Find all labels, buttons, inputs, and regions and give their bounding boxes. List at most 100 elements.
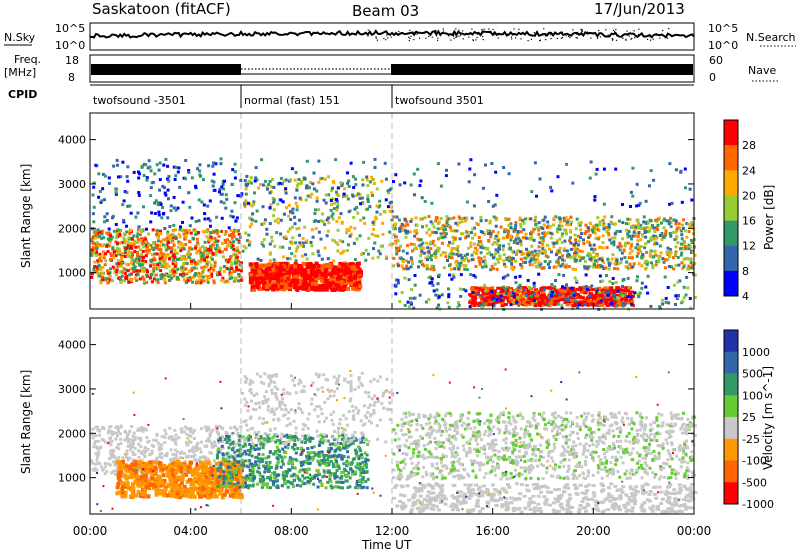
heatmap-cell <box>403 303 407 307</box>
heatmap-cell <box>311 235 315 239</box>
nsearch-dot <box>367 29 369 31</box>
heatmap-cell <box>270 239 274 243</box>
heatmap-cell <box>504 217 508 221</box>
heatmap-cell <box>584 285 588 289</box>
heatmap-cell <box>343 187 347 191</box>
heatmap-cell <box>346 181 350 185</box>
heatmap-cell <box>587 235 591 239</box>
heatmap-cell <box>570 288 575 292</box>
heatmap-cell <box>358 234 362 238</box>
heatmap-cell <box>412 306 416 310</box>
heatmap-cell <box>434 293 438 297</box>
heatmap-cell <box>495 242 499 246</box>
heatmap-cell <box>420 249 424 253</box>
heatmap-cell <box>223 233 227 236</box>
heatmap-cell <box>101 172 105 176</box>
heatmap-cell <box>450 217 454 221</box>
heatmap-cell <box>202 230 206 234</box>
heatmap-cell <box>386 189 390 193</box>
heatmap-cell <box>238 251 241 255</box>
heatmap-cell <box>413 229 417 233</box>
heatmap-cell <box>130 258 134 262</box>
heatmap-cell <box>691 250 695 254</box>
heatmap-cell <box>618 241 622 245</box>
heatmap-cell <box>637 226 640 229</box>
heatmap-cell <box>530 244 534 248</box>
heatmap-cell <box>178 185 182 189</box>
heatmap-cell <box>335 272 340 277</box>
heatmap-cell <box>598 257 602 261</box>
heatmap-cell <box>161 184 165 188</box>
heatmap-cell <box>276 278 281 283</box>
heatmap-cell <box>370 191 374 195</box>
heatmap-cell <box>595 167 599 171</box>
heatmap-cell <box>99 281 103 285</box>
heatmap-cell <box>338 262 343 267</box>
heatmap-cell <box>485 303 490 307</box>
heatmap-cell <box>332 266 337 271</box>
heatmap-cell <box>578 223 582 227</box>
heatmap-cell <box>100 275 104 279</box>
heatmap-cell <box>425 264 429 268</box>
heatmap-cell <box>160 275 164 279</box>
heatmap-cell <box>470 258 474 262</box>
heatmap-cell <box>229 229 233 232</box>
heatmap-cell <box>114 192 118 196</box>
heatmap-cell <box>630 256 634 260</box>
heatmap-cell <box>218 230 221 234</box>
heatmap-cell <box>586 226 590 230</box>
heatmap-cell <box>531 303 535 306</box>
heatmap-cell <box>467 180 471 184</box>
heatmap-cell <box>545 299 550 302</box>
heatmap-cell <box>209 235 213 239</box>
heatmap-cell <box>588 265 592 268</box>
heatmap-cell <box>245 184 249 188</box>
heatmap-cell <box>509 288 513 292</box>
heatmap-cell <box>186 277 190 280</box>
heatmap-cell <box>310 192 314 196</box>
heatmap-cell <box>130 237 134 241</box>
heatmap-cell <box>573 233 577 237</box>
heatmap-cell <box>163 435 167 439</box>
heatmap-cell <box>479 257 483 261</box>
heatmap-cell <box>693 273 697 277</box>
heatmap-cell <box>233 455 237 458</box>
heatmap-cell <box>220 216 224 220</box>
heatmap-cell <box>453 236 457 240</box>
heatmap-cell <box>545 302 549 306</box>
heatmap-cell <box>260 273 265 277</box>
heatmap-cell <box>669 234 673 238</box>
heatmap-cell <box>669 216 673 220</box>
heatmap-cell <box>125 452 129 456</box>
heatmap-cell <box>104 440 108 444</box>
heatmap-cell <box>255 282 260 286</box>
nsearch-dot <box>637 33 640 36</box>
heatmap-cell <box>199 279 203 283</box>
heatmap-cell <box>404 235 408 239</box>
heatmap-cell <box>635 204 639 208</box>
heatmap-cell <box>465 230 468 234</box>
heatmap-cell <box>633 234 637 238</box>
heatmap-cell <box>238 436 241 440</box>
heatmap-cell <box>134 245 138 249</box>
heatmap-cell <box>623 302 627 306</box>
heatmap-cell <box>112 449 116 453</box>
heatmap-cell <box>282 255 286 259</box>
heatmap-cell <box>646 230 650 234</box>
heatmap-cell <box>636 251 640 255</box>
heatmap-cell <box>639 238 643 242</box>
heatmap-cell <box>617 301 622 305</box>
heatmap-cell <box>685 275 689 279</box>
heatmap-cell <box>569 256 573 260</box>
heatmap-cell <box>580 290 584 294</box>
heatmap-cell <box>643 228 647 232</box>
heatmap-cell <box>117 447 121 451</box>
heatmap-cell <box>460 217 464 221</box>
heatmap-cell <box>133 250 137 254</box>
heatmap-cell <box>671 231 675 234</box>
heatmap-cell <box>418 184 422 188</box>
heatmap-cell <box>347 179 351 183</box>
heatmap-cell <box>248 179 252 183</box>
heatmap-cell <box>401 260 405 264</box>
nsearch-dot <box>510 36 512 38</box>
